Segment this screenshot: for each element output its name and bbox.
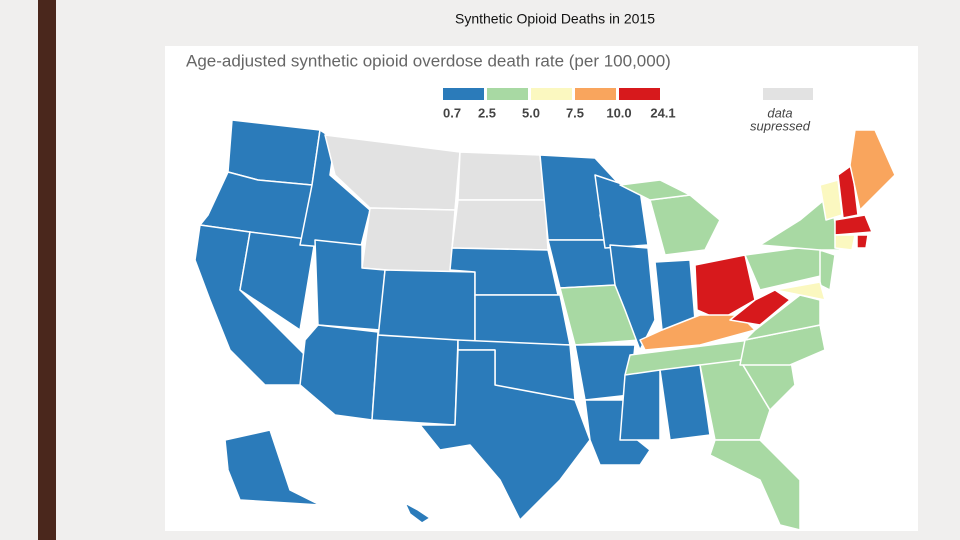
state <box>699 359 771 441</box>
state <box>709 439 801 531</box>
state <box>729 289 791 326</box>
side-bar <box>38 0 56 540</box>
legend-swatch <box>531 88 572 100</box>
legend-label: 7.5 <box>566 105 584 120</box>
legend-swatch <box>763 88 813 100</box>
state <box>694 254 756 321</box>
state <box>361 207 456 276</box>
state <box>834 214 873 236</box>
legend-swatch <box>575 88 616 100</box>
state <box>619 369 661 441</box>
state <box>659 364 711 441</box>
state <box>774 281 826 301</box>
legend-label: data <box>767 105 792 120</box>
legend-label: supressed <box>750 118 811 133</box>
map-title: Age-adjusted synthetic opioid overdose d… <box>186 51 671 70</box>
state <box>371 334 459 426</box>
legend-swatch <box>487 88 528 100</box>
state <box>377 269 476 346</box>
state <box>239 231 316 331</box>
state <box>404 502 431 524</box>
state <box>457 151 546 201</box>
state <box>609 244 656 351</box>
state <box>834 234 856 251</box>
state <box>451 199 549 251</box>
state <box>299 324 379 421</box>
state <box>474 294 571 346</box>
us-map <box>194 119 896 531</box>
legend-label: 5.0 <box>522 105 540 120</box>
state <box>856 234 869 249</box>
state <box>849 129 896 211</box>
legend-label: 10.0 <box>606 105 631 120</box>
state <box>224 429 321 506</box>
legend-label: 24.1 <box>650 105 675 120</box>
legend-swatch <box>443 88 484 100</box>
legend-swatch <box>619 88 660 100</box>
state <box>619 179 691 201</box>
state <box>419 349 591 521</box>
slide-title: Synthetic Opioid Deaths in 2015 <box>455 11 655 27</box>
state <box>744 294 821 341</box>
state <box>819 249 836 291</box>
legend-label: 2.5 <box>478 105 496 120</box>
legend-label: 0.7 <box>443 105 461 120</box>
